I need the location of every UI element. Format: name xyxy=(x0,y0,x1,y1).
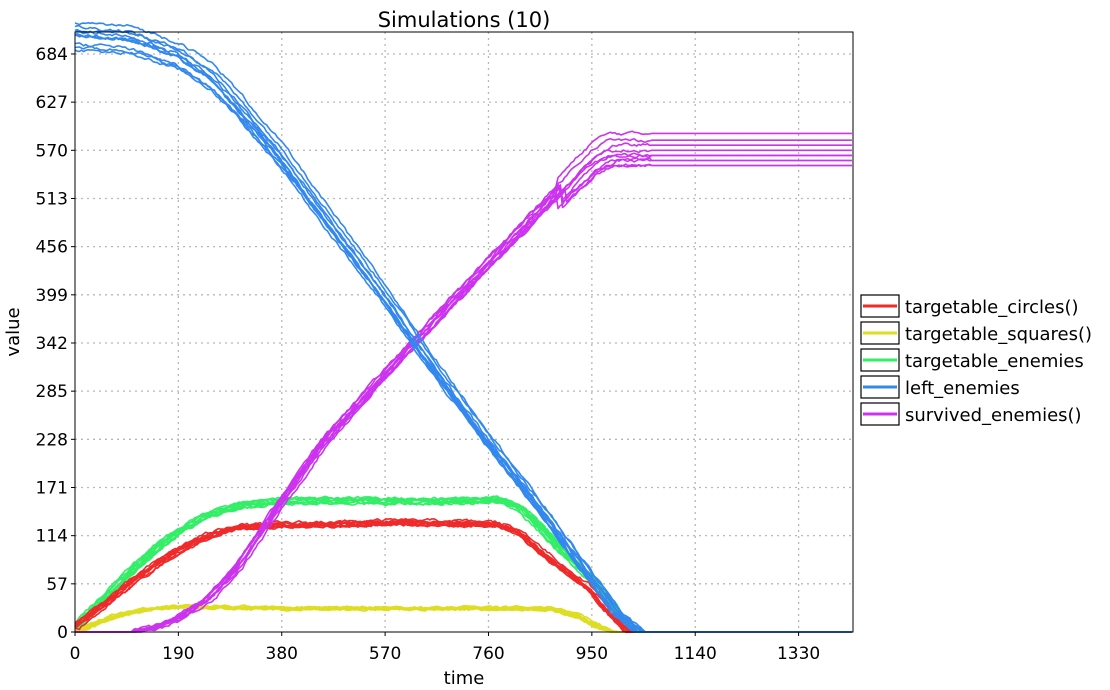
y-tick-label: 171 xyxy=(36,478,68,498)
x-tick-label: 760 xyxy=(472,644,504,664)
x-tick-label: 380 xyxy=(266,644,298,664)
series-survived-enemies xyxy=(75,130,852,633)
y-tick-label: 627 xyxy=(36,93,68,113)
legend-label: targetable_circles() xyxy=(905,297,1079,318)
legend-item: targetable_enemies xyxy=(860,348,1084,372)
series-run-line xyxy=(75,157,852,633)
x-tick-label: 1330 xyxy=(777,644,820,664)
y-tick-label: 228 xyxy=(36,430,68,450)
series-run-line xyxy=(75,154,852,633)
x-tick-label: 1140 xyxy=(674,644,717,664)
series-run-line xyxy=(75,163,852,633)
legend-label: targetable_squares() xyxy=(905,324,1092,345)
x-tick-label: 570 xyxy=(369,644,401,664)
y-tick-label: 570 xyxy=(36,141,68,161)
grid xyxy=(75,32,853,632)
y-tick-label: 513 xyxy=(36,189,68,209)
x-tick-labels: 0 190 380 570 760 950 1140 1330 xyxy=(70,632,820,664)
y-tick-label: 684 xyxy=(36,45,68,65)
legend: targetable_circles() targetable_squares()… xyxy=(860,294,1092,426)
legend-item: survived_enemies() xyxy=(860,402,1082,426)
legend-item: left_enemies xyxy=(860,375,1020,399)
legend-item: targetable_squares() xyxy=(860,321,1092,345)
y-tick-label: 0 xyxy=(57,623,68,643)
legend-label: survived_enemies() xyxy=(905,405,1082,426)
y-tick-label: 285 xyxy=(36,382,68,402)
y-tick-label: 399 xyxy=(36,286,68,306)
legend-item: targetable_circles() xyxy=(860,294,1079,318)
y-tick-label: 57 xyxy=(46,575,68,595)
y-tick-label: 456 xyxy=(36,238,68,258)
plot-frame xyxy=(74,31,854,633)
x-tick-label: 0 xyxy=(70,644,81,664)
legend-label: targetable_enemies xyxy=(905,351,1084,372)
x-tick-label: 950 xyxy=(576,644,608,664)
legend-label: left_enemies xyxy=(905,378,1020,399)
y-tick-label: 342 xyxy=(36,334,68,354)
y-tick-labels: 0 57 114 171 228 285 342 399 456 513 570 627 684 xyxy=(36,45,75,643)
x-tick-label: 190 xyxy=(162,644,194,664)
x-axis-label: time xyxy=(444,668,485,689)
y-tick-label: 114 xyxy=(36,527,68,547)
chart-title: Simulations (10) xyxy=(378,8,551,32)
y-axis-label: value xyxy=(3,307,24,356)
